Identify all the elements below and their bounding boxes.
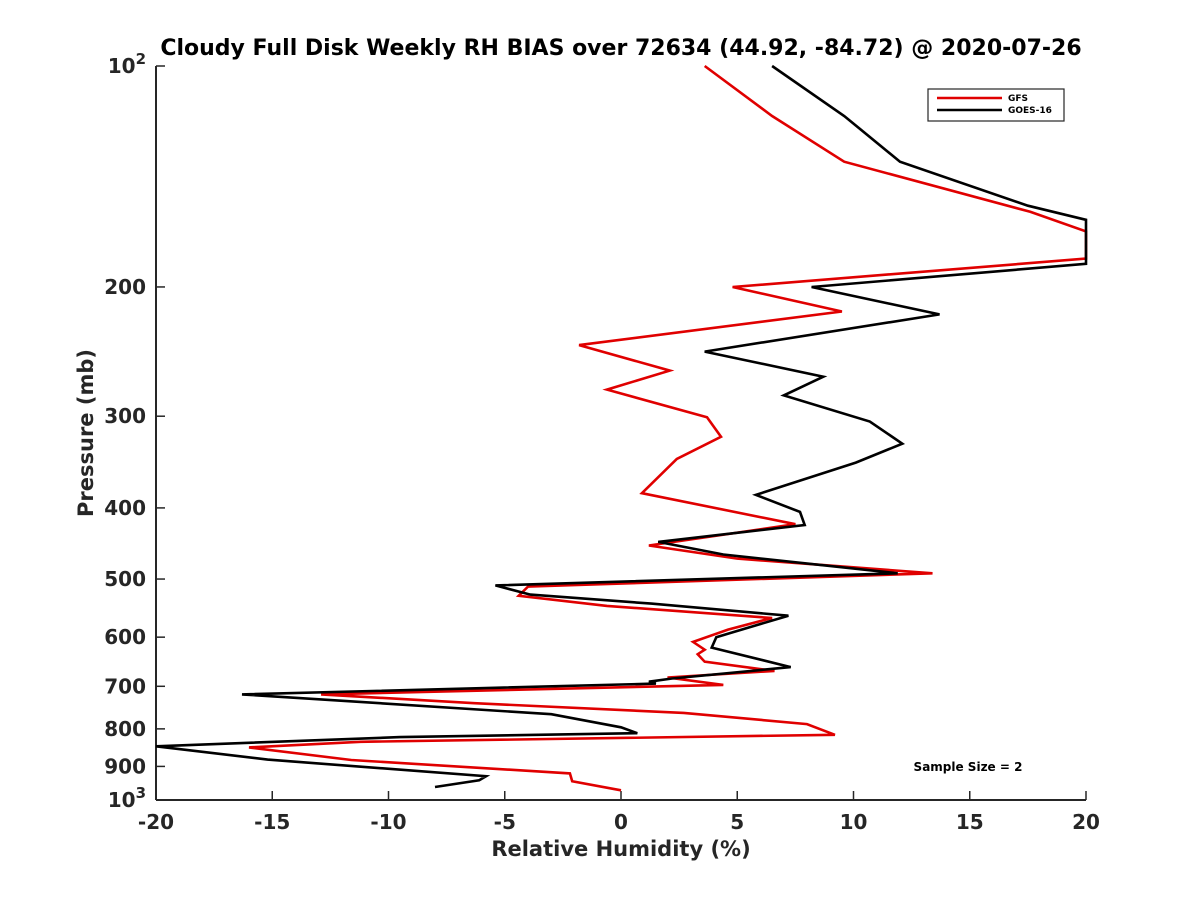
y-ticks: 102 200 300 400 500 600 700 800 900 103 [104,50,165,812]
chart-title: Cloudy Full Disk Weekly RH BIAS over 726… [160,36,1081,61]
x-axis-label: Relative Humidity (%) [491,837,750,861]
x-tick-label: -15 [254,810,290,834]
y-tick-label: 700 [104,674,146,698]
legend-box [927,88,1065,122]
y-tick-label: 500 [104,567,146,591]
x-ticks: -20 -15 -10 -5 0 5 10 15 20 [138,791,1100,834]
sample-size-annotation: Sample Size = 2 [914,760,1023,774]
series-line-goes16 [155,64,1088,789]
x-tick-label: 20 [1072,810,1100,834]
legend-label-goes16: GOES-16 [1008,106,1052,116]
legend-label-gfs: GFS [1008,94,1028,104]
y-tick-label: 600 [104,625,146,649]
y-axis-label: Pressure (mb) [74,349,98,517]
series-line-gfs [248,64,1088,792]
x-tick-label: -10 [370,810,406,834]
x-tick-label: 5 [730,810,744,834]
x-tick-label: 10 [840,810,868,834]
y-tick-label: 200 [104,275,146,299]
x-tick-label: 0 [614,810,628,834]
x-tick-label: -5 [494,810,516,834]
legend: GFS GOES-16 [927,88,1065,122]
series-layer [155,64,1088,792]
y-tick-label: 103 [108,784,146,812]
x-tick-label: -20 [138,810,174,834]
y-tick-label: 400 [104,496,146,520]
y-tick-label: 102 [108,50,146,78]
plot-axes [155,66,1086,801]
x-tick-label: 15 [956,810,984,834]
y-tick-label: 900 [104,754,146,778]
y-tick-label: 800 [104,717,146,741]
y-tick-label: 300 [104,404,146,428]
